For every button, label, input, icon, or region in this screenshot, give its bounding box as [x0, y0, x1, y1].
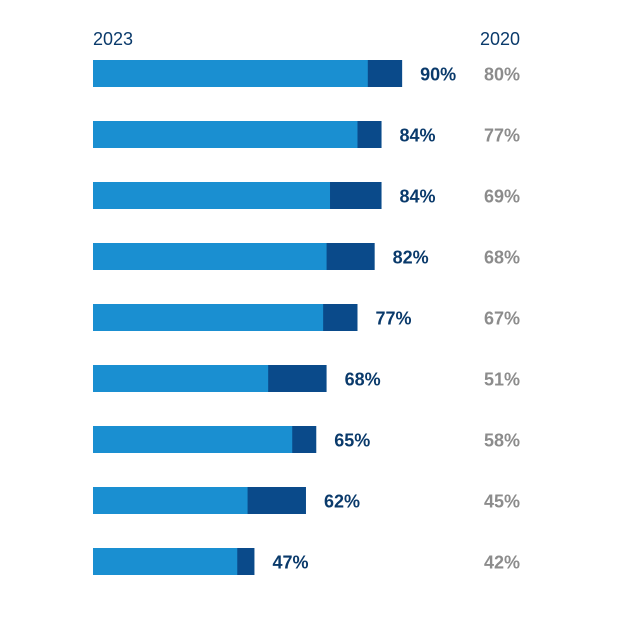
bar-2020-7 [93, 487, 248, 514]
label-2023-6: 65% [334, 431, 370, 451]
label-2020-0: 80% [484, 65, 520, 85]
bar-2020-6 [93, 426, 292, 453]
label-2023-7: 62% [324, 492, 360, 512]
bar-2020-1 [93, 121, 357, 148]
bar-2020-0 [93, 60, 368, 87]
bar-2020-8 [93, 548, 237, 575]
label-2020-4: 67% [484, 309, 520, 329]
header-2020: 2020 [480, 29, 520, 49]
label-2023-8: 47% [272, 553, 308, 573]
bars-group: 90% 80% 84% 77% 84% 69% 82% 68% 77% 67% 68% 51% 65% 5… [93, 60, 520, 575]
header-2023: 2023 [93, 29, 133, 49]
label-2023-1: 84% [400, 126, 436, 146]
label-2020-6: 58% [484, 431, 520, 451]
label-2023-4: 77% [375, 309, 411, 329]
label-2023-5: 68% [345, 370, 381, 390]
bar-2020-2 [93, 182, 330, 209]
label-2020-5: 51% [484, 370, 520, 390]
label-2020-1: 77% [484, 126, 520, 146]
label-2020-2: 69% [484, 187, 520, 207]
label-2020-8: 42% [484, 553, 520, 573]
label-2023-3: 82% [393, 248, 429, 268]
bar-2020-3 [93, 243, 327, 270]
label-2020-3: 68% [484, 248, 520, 268]
bar-2020-5 [93, 365, 268, 392]
bar-2020-4 [93, 304, 323, 331]
label-2020-7: 45% [484, 492, 520, 512]
label-2023-2: 84% [400, 187, 436, 207]
label-2023-0: 90% [420, 65, 456, 85]
